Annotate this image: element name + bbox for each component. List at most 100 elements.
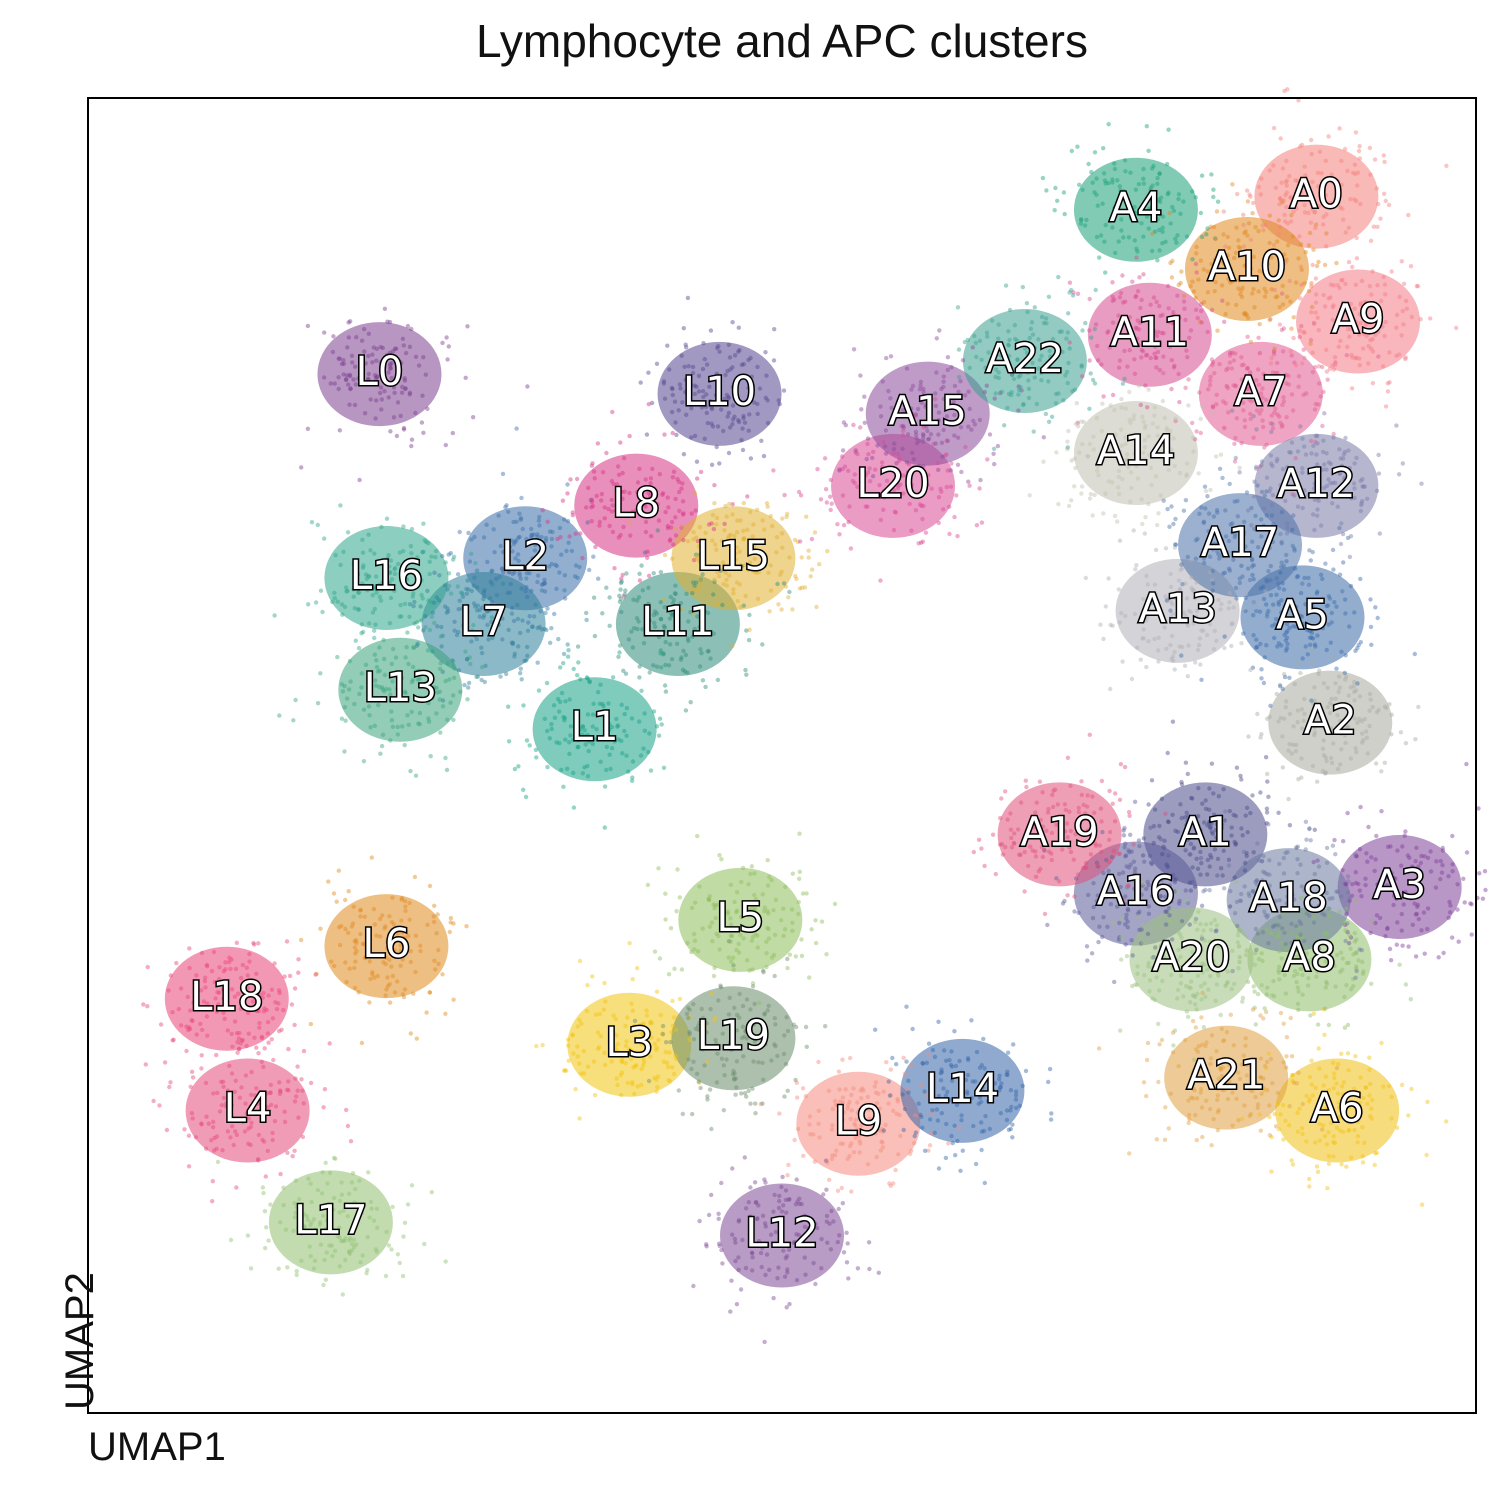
cluster-label-l14: L14	[926, 1066, 999, 1112]
cluster-label-a17: A17	[1201, 520, 1279, 566]
cluster-label-a11: A11	[1111, 310, 1189, 356]
cluster-label-a2: A2	[1304, 698, 1357, 744]
cluster-label-a3: A3	[1373, 862, 1426, 908]
cluster-points-a0	[1221, 87, 1449, 274]
cluster-points-l14	[873, 1004, 1054, 1186]
cluster-label-l15: L15	[697, 533, 770, 579]
cluster-blob-l13	[338, 637, 463, 742]
cluster-points-a8	[1216, 895, 1414, 1030]
cluster-label-l7: L7	[460, 599, 508, 645]
cluster-points-a22	[926, 274, 1127, 451]
cluster-points-a7	[1161, 291, 1381, 497]
cluster-points-a3	[1311, 761, 1488, 963]
cluster-blob-a17	[1178, 493, 1303, 598]
cluster-points-l0	[299, 306, 530, 483]
cluster-blob-l16	[324, 525, 449, 630]
cluster-label-l16: L16	[350, 553, 423, 599]
cluster-label-l20: L20	[856, 461, 929, 507]
cluster-blob-l7	[421, 572, 546, 676]
cluster-label-a10: A10	[1208, 244, 1286, 290]
plot-frame	[87, 97, 1477, 1414]
cluster-blob-a0	[1254, 144, 1379, 249]
cluster-points-l9	[758, 1052, 962, 1194]
cluster-label-a14: A14	[1097, 428, 1175, 474]
cluster-points-l13	[277, 618, 485, 778]
cluster-points-l17	[215, 1155, 448, 1297]
cluster-label-a16: A16	[1097, 869, 1175, 915]
cluster-blob-a22	[962, 309, 1087, 413]
cluster-blob-l10	[657, 341, 782, 446]
cluster-points-a20	[1110, 880, 1311, 1062]
cluster-points-l18	[141, 939, 332, 1067]
cluster-blob-a5	[1240, 565, 1365, 670]
cluster-blobs	[164, 144, 1462, 1288]
cluster-points-l2	[432, 426, 648, 633]
cluster-blob-a19	[997, 782, 1122, 887]
cluster-blob-a9	[1296, 269, 1421, 374]
cluster-points-a19	[971, 732, 1168, 917]
cluster-label-l8: L8	[612, 481, 660, 527]
cluster-label-a0: A0	[1290, 172, 1343, 218]
cluster-points-l6	[298, 855, 469, 1046]
cluster-points-a12	[1229, 408, 1424, 560]
y-axis-label: UMAP2	[58, 1272, 102, 1410]
cluster-label-l19: L19	[697, 1013, 770, 1059]
cluster-points-a17	[1149, 466, 1345, 624]
cluster-label-l2: L2	[501, 533, 549, 579]
cluster-blob-l1	[532, 677, 657, 782]
cluster-label-a21: A21	[1187, 1053, 1265, 1099]
cluster-label-a18: A18	[1249, 875, 1327, 921]
cluster-blob-l3	[567, 992, 692, 1097]
cluster-blob-a11	[1087, 282, 1212, 387]
cluster-points-l19	[632, 939, 828, 1132]
cluster-points-a15	[837, 328, 1047, 488]
cluster-points-l3	[534, 940, 719, 1121]
cluster-label-a7: A7	[1234, 369, 1287, 415]
cluster-points	[141, 87, 1488, 1345]
cluster-labels: L0 L1 L2 L3 L4 L5 L6 L7 L8 L9 L10 L11 L12 L13 L14 L15 L1…	[189, 170, 1428, 1258]
cluster-label-l13: L13	[364, 665, 437, 711]
cluster-points-l15	[627, 490, 830, 649]
cluster-label-l9: L9	[834, 1099, 882, 1145]
cluster-points-a21	[1096, 990, 1340, 1156]
cluster-blob-l17	[268, 1170, 393, 1275]
cluster-blob-l18	[164, 946, 289, 1051]
cluster-points-a16	[1042, 799, 1220, 985]
cluster-blob-a10	[1184, 216, 1309, 321]
cluster-blob-l4	[185, 1058, 310, 1163]
cluster-blob-l19	[671, 986, 796, 1091]
cluster-points-a9	[1268, 256, 1459, 409]
cluster-blob-a14	[1073, 401, 1198, 506]
cluster-label-a6: A6	[1311, 1086, 1364, 1132]
cluster-label-a12: A12	[1277, 461, 1355, 507]
cluster-points-l10	[638, 295, 787, 467]
cluster-label-l1: L1	[571, 704, 619, 750]
cluster-blob-l5	[678, 867, 803, 972]
cluster-blob-a18	[1226, 848, 1351, 953]
cluster-label-a15: A15	[889, 389, 967, 435]
cluster-points-l12	[691, 1155, 881, 1345]
cluster-points-a2	[1246, 646, 1421, 802]
cluster-points-l11	[575, 528, 792, 713]
cluster-label-a19: A19	[1020, 809, 1098, 855]
cluster-blob-l12	[720, 1183, 844, 1288]
cluster-points-a4	[1040, 122, 1221, 275]
cluster-points-a18	[1124, 809, 1395, 980]
cluster-points-l16	[272, 503, 478, 663]
cluster-blob-l15	[671, 506, 796, 611]
cluster-blob-a3	[1337, 835, 1462, 939]
x-axis-label: UMAP1	[88, 1425, 226, 1469]
cluster-label-a9: A9	[1332, 297, 1385, 343]
cluster-label-a20: A20	[1152, 934, 1230, 980]
cluster-blob-a2	[1268, 670, 1393, 775]
cluster-points-a1	[1121, 719, 1318, 914]
cluster-points-a13	[1083, 528, 1287, 692]
cluster-label-a13: A13	[1138, 586, 1216, 632]
cluster-blob-l14	[900, 1038, 1025, 1143]
cluster-points-a11	[1043, 255, 1263, 442]
cluster-label-a8: A8	[1283, 934, 1336, 980]
cluster-label-a5: A5	[1276, 592, 1329, 638]
cluster-label-l4: L4	[224, 1086, 272, 1132]
cluster-label-a4: A4	[1110, 185, 1163, 231]
